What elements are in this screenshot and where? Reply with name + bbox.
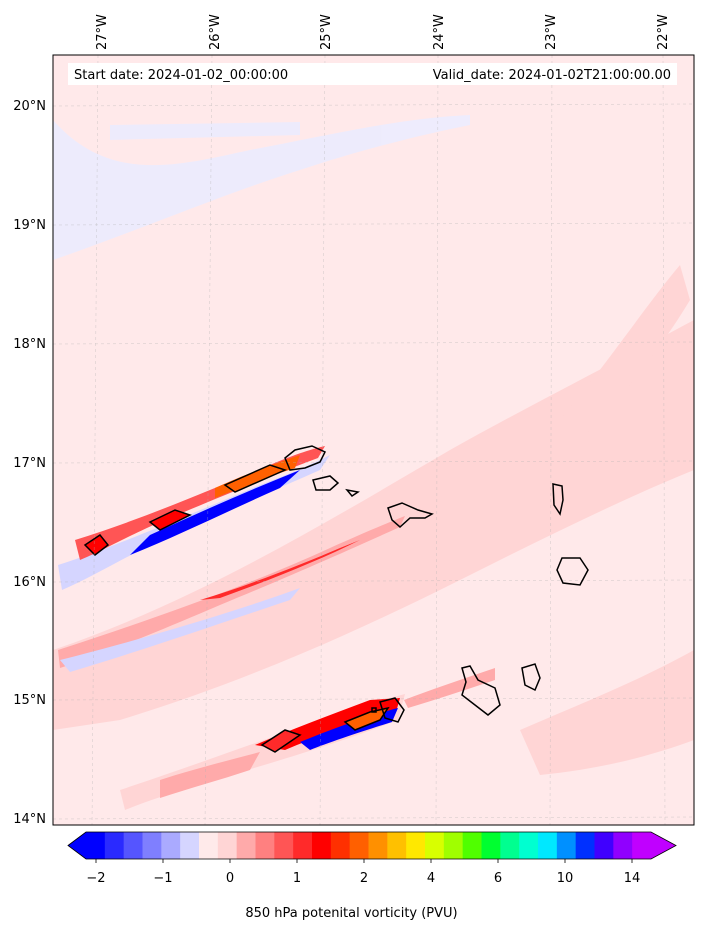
colorbar-outline — [67, 831, 677, 860]
island-boa-vista — [556, 557, 589, 586]
colorbar-ticks: −2 −1 0 1 2 4 6 10 14 — [86, 871, 640, 886]
island-santiago — [461, 665, 501, 716]
lon-label: 27°W — [95, 14, 110, 50]
colorbar-segment — [104, 832, 125, 859]
lat-label: 18°N — [13, 337, 46, 352]
lon-label: 24°W — [432, 14, 447, 50]
lat-label: 20°N — [13, 99, 46, 114]
vorticity-streak-south — [120, 668, 495, 810]
lon-label: 25°W — [319, 14, 334, 50]
lat-label: 16°N — [13, 575, 46, 590]
lat-label: 17°N — [13, 456, 46, 471]
vorticity-streak-middle — [58, 516, 405, 672]
date-header-box — [68, 63, 677, 85]
colorbar-segment — [500, 832, 520, 859]
lat-label: 15°N — [13, 693, 46, 708]
colorbar-tick-label: 0 — [226, 871, 234, 886]
colorbar-segment — [425, 832, 445, 859]
colorbar-segment — [594, 832, 614, 859]
colorbar-segment — [632, 832, 652, 859]
colorbar-tick-label: −2 — [86, 871, 105, 886]
colorbar-tick-label: −1 — [153, 871, 172, 886]
map-frame — [52, 54, 695, 826]
colorbar-segment — [462, 832, 482, 859]
lat-label: 19°N — [13, 218, 46, 233]
colorbar-segment — [613, 832, 633, 859]
valid-date-label: Valid_date: 2024-01-02T21:00:00.00 — [433, 68, 671, 83]
colorbar-segment — [255, 832, 275, 859]
longitude-labels: 27°W 26°W 25°W 24°W 23°W 22°W — [95, 14, 671, 50]
island-coastlines — [284, 445, 589, 723]
colorbar-segment — [199, 832, 219, 859]
island-sao-vicente — [312, 475, 340, 491]
colorbar-segment — [86, 832, 106, 859]
lat-label: 14°N — [13, 812, 46, 827]
island-sal — [552, 483, 564, 516]
vorticity-streak-north — [58, 446, 330, 590]
colorbar-segment — [123, 832, 143, 859]
colorbar-segment — [349, 832, 369, 859]
island-fogo — [379, 697, 405, 723]
colorbar — [67, 831, 677, 863]
colorbar-segment — [312, 832, 332, 859]
colorbar-segment — [368, 832, 388, 859]
start-date-label: Start date: 2024-01-02_00:00:00 — [74, 68, 288, 83]
colorbar-segment — [161, 832, 181, 859]
colorbar-segment — [481, 832, 501, 859]
lon-label: 23°W — [544, 14, 559, 50]
colorbar-segment — [217, 832, 238, 859]
colorbar-tick-label: 1 — [293, 871, 301, 886]
colorbar-tick-label: 4 — [427, 871, 435, 886]
colorbar-segment — [406, 832, 426, 859]
colorbar-segment — [556, 832, 577, 859]
colorbar-caption: 850 hPa potenital vorticity (PVU) — [245, 906, 458, 921]
colorbar-segment — [274, 832, 294, 859]
colorbar-segment — [236, 832, 256, 859]
lon-label: 22°W — [656, 14, 671, 50]
lon-label: 26°W — [208, 14, 223, 50]
island-brava — [371, 707, 377, 713]
island-maio — [521, 663, 541, 692]
gridlines — [52, 54, 695, 826]
colorbar-segment — [519, 832, 539, 859]
colorbar-tick-label: 6 — [494, 871, 502, 886]
colorbar-segment — [387, 832, 407, 859]
colorbar-segment — [443, 832, 464, 859]
island-sao-nicolau — [387, 502, 434, 529]
colorbar-segment — [538, 832, 558, 859]
colorbar-tick-label: 14 — [624, 871, 641, 886]
colorbar-tick-label: 2 — [360, 871, 368, 886]
colorbar-segment — [293, 832, 313, 859]
colorbar-segment — [575, 832, 595, 859]
latitude-labels: 20°N 19°N 18°N 17°N 16°N 15°N 14°N — [13, 99, 46, 827]
colorbar-tick-label: 10 — [557, 871, 574, 886]
island-santa-luzia — [345, 488, 360, 497]
field-positive-broad — [53, 265, 694, 775]
colorbar-extend-min — [68, 832, 86, 859]
colorbar-extend-max — [651, 832, 676, 859]
colorbar-segment — [330, 832, 351, 859]
island-santo-antao — [284, 445, 327, 471]
colorbar-segment — [180, 832, 200, 859]
field-negative-upper — [53, 115, 470, 260]
colorbar-segment — [142, 832, 162, 859]
